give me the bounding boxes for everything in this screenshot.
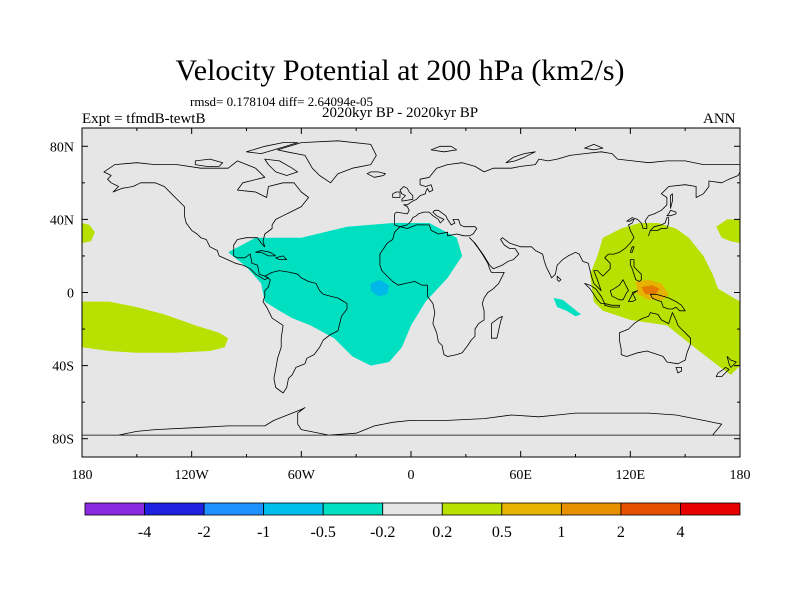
japan-coast: [648, 217, 670, 237]
lat-tick-label: 80S: [52, 433, 74, 448]
west-pacific-north-positive-region: [82, 223, 95, 244]
lon-tick-label: 60E: [509, 468, 532, 483]
atlantic-negative-region: [228, 223, 463, 366]
hispaniola-coast: [275, 255, 288, 261]
java-coast: [604, 303, 620, 308]
north-america-coast: [103, 160, 310, 281]
west-pacific-south-positive-region: [82, 301, 229, 353]
new-zealand-south-coast: [715, 366, 730, 378]
colorbar-swatch: [382, 502, 443, 516]
hokkaido-coast: [666, 209, 677, 217]
madagascar-coast: [490, 315, 503, 339]
new-guinea-coast: [650, 293, 686, 312]
severnaya-zemlya-coast: [584, 143, 604, 151]
colorbar-swatch: [322, 502, 384, 516]
colorbar-label: -0.5: [311, 524, 336, 541]
rmsd-diff-stats: rmsd= 0.178104 diff= 2.64094e-05: [190, 94, 374, 109]
lon-tick-label: 60W: [288, 468, 316, 483]
colorbar-label: 4: [676, 524, 684, 541]
colorbar-label: -2: [197, 524, 210, 541]
ellesmere-island-coast: [246, 142, 299, 155]
colorbar-label: -1: [257, 524, 270, 541]
lat-tick-label: 40S: [52, 360, 74, 375]
sakhalin-coast: [670, 193, 673, 209]
lon-tick-label: 180: [72, 468, 93, 483]
tasmania-coast: [675, 366, 682, 374]
afro-eurasia-coast: [379, 151, 740, 357]
lon-tick-label: 120E: [616, 468, 646, 483]
pacific-positive-region: [590, 223, 740, 375]
colorbar-label: 0.5: [492, 524, 512, 541]
greenland-coast: [277, 140, 377, 184]
cuba-coast: [255, 250, 277, 257]
east-pacific-north-positive-region: [716, 219, 740, 244]
antarctica-coast: [82, 407, 740, 436]
great-britain-coast: [399, 186, 414, 202]
lon-tick-label: 180: [730, 468, 751, 483]
colorbar-label: 2: [617, 524, 625, 541]
sri-lanka-coast: [556, 275, 562, 282]
baffin-island-coast: [264, 158, 299, 176]
season-label: ANN: [703, 111, 736, 127]
colorbar: -4 -2 -1 -0.5 -0.2 0.2 0.5 1 2 4: [84, 502, 741, 541]
colorbar-swatch: [263, 502, 324, 516]
atlantic-minimum-region: [370, 279, 390, 297]
plot-title: Velocity Potential at 200 hPa (km2/s): [175, 54, 625, 87]
period-subtitle: 2020kyr BP - 2020kyr BP: [322, 105, 479, 121]
lon-tick-label: 0: [408, 468, 415, 483]
new-zealand-north-coast: [726, 356, 737, 368]
experiment-label: Expt = tfmdB-tewtB: [82, 111, 206, 127]
lat-tick-label: 80N: [50, 140, 74, 155]
taiwan-coast: [629, 246, 635, 253]
colorbar-swatch: [620, 502, 681, 516]
contour-regions-layer: [82, 219, 740, 375]
colorbar-swatch: [84, 502, 145, 516]
sumatra-coast: [584, 282, 606, 304]
australia-coast: [619, 312, 691, 365]
colorbar-swatch: [501, 502, 562, 516]
sulawesi-coast: [628, 290, 638, 303]
colorbar-swatch: [441, 502, 503, 516]
borneo-coast: [609, 279, 629, 301]
svalbard-coast: [430, 145, 458, 153]
axis-ticks-layer: 180 120W 60W 0 60E 120E 180 80N 40N 0 40S 80S: [50, 128, 751, 483]
pacific-peak-positive-region: [641, 285, 660, 295]
colorbar-swatch: [144, 502, 205, 516]
lon-tick-label: 120W: [175, 468, 210, 483]
colorbar-label: 0.2: [432, 524, 452, 541]
colorbar-swatch: [560, 502, 622, 516]
lat-tick-label: 40N: [50, 213, 74, 228]
colorbar-swatch: [680, 502, 741, 516]
ireland-coast: [392, 191, 401, 198]
colorbar-label: -4: [138, 524, 151, 541]
iceland-coast: [366, 171, 386, 178]
lat-tick-label: 0: [67, 287, 74, 302]
philippines-coast: [629, 259, 642, 282]
colorbar-label: 1: [557, 524, 565, 541]
south-america-coast: [262, 270, 348, 394]
indian-ocean-negative-region: [553, 298, 581, 317]
colorbar-swatch: [203, 502, 265, 516]
colorbar-label: -0.2: [370, 524, 395, 541]
novaya-zemlya-coast: [505, 151, 536, 164]
victoria-island-coast: [194, 158, 224, 167]
coastlines-layer: [82, 140, 740, 436]
